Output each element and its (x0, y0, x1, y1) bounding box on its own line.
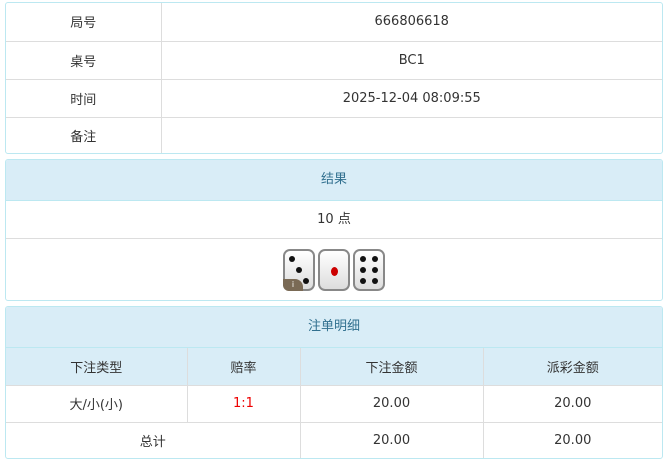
header-bet-type: 下注类型 (6, 348, 188, 386)
info-row-table: 桌号 BC1 (6, 40, 662, 80)
label: 桌号 (6, 40, 162, 80)
die-6 (353, 249, 385, 291)
header-payout: 派彩金额 (482, 348, 662, 386)
total-payout: 20.00 (482, 421, 662, 458)
label: 局号 (6, 3, 162, 42)
odds: 1:1 (186, 384, 301, 423)
label: 时间 (6, 78, 162, 118)
round-number: 666806618 (160, 3, 662, 42)
result-title: 结果 (6, 160, 662, 201)
info-row-time: 时间 2025-12-04 08:09:55 (6, 78, 662, 118)
pip (296, 267, 302, 273)
label: 备注 (6, 116, 162, 153)
bet-amount: 20.00 (299, 384, 484, 423)
info-row-remark: 备注 (6, 116, 662, 153)
column-headers: 下注类型 赔率 下注金额 派彩金额 (6, 348, 662, 386)
payout: 20.00 (482, 384, 662, 423)
bet-details-title: 注单明细 (6, 307, 662, 348)
info-icon[interactable]: i (283, 279, 303, 291)
pip (289, 256, 295, 263)
remark-value (160, 116, 662, 153)
header-bet-amount: 下注金额 (299, 348, 484, 386)
die-1 (318, 249, 350, 291)
result-panel: 结果 10 点 i (5, 159, 663, 301)
dice-display: i (283, 249, 385, 291)
total-label: 总计 (6, 421, 301, 458)
bet-details-panel: 注单明细 下注类型 赔率 下注金额 派彩金额 大/小(小) 1:1 20.00 … (5, 306, 663, 459)
pip (371, 277, 378, 284)
total-row: 总计 20.00 20.00 (6, 421, 662, 458)
pip (371, 267, 378, 273)
result-points: 10 点 (6, 201, 662, 239)
pip (360, 267, 367, 273)
total-amount: 20.00 (299, 421, 484, 458)
die-3: i (283, 249, 315, 291)
info-row-round: 局号 666806618 (6, 3, 662, 42)
pip (371, 256, 378, 263)
pip (331, 267, 338, 276)
round-info-panel: 局号 666806618 桌号 BC1 时间 2025-12-04 08:09:55 … (5, 2, 663, 154)
bet-type: 大/小(小) (6, 384, 188, 423)
pip (303, 277, 309, 284)
pip (360, 256, 367, 263)
header-odds: 赔率 (186, 348, 301, 386)
pip (360, 277, 367, 284)
table-number: BC1 (160, 40, 662, 80)
time-value: 2025-12-04 08:09:55 (160, 78, 662, 118)
table-row: 大/小(小) 1:1 20.00 20.00 (6, 384, 662, 423)
